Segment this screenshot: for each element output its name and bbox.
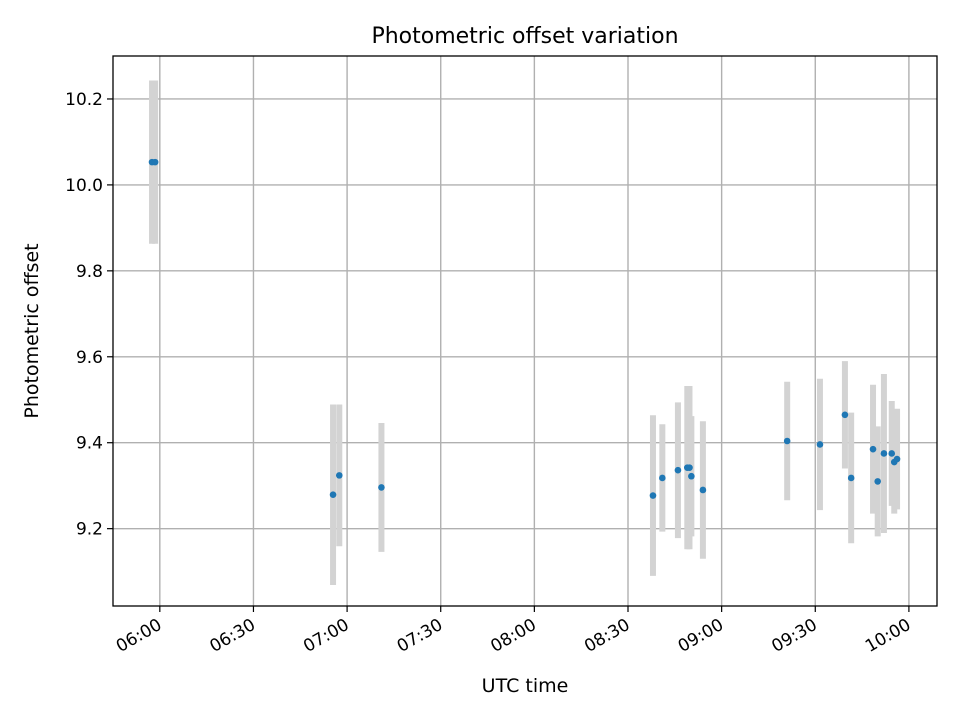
- y-tick-label: 10.0: [65, 176, 103, 196]
- data-point: [816, 441, 824, 448]
- data-point: [378, 484, 385, 491]
- data-point: [686, 464, 693, 471]
- data-point: [874, 478, 881, 485]
- data-point: [329, 491, 337, 499]
- x-tick-label: 07:00: [300, 615, 352, 657]
- data-point: [688, 472, 695, 480]
- chart-title: Photometric offset variation: [371, 24, 678, 49]
- x-axis-label: UTC time: [482, 675, 569, 697]
- data-point: [649, 492, 657, 499]
- data-point: [335, 472, 343, 479]
- data-point: [783, 437, 791, 445]
- x-tick-label: 10:00: [862, 615, 914, 657]
- x-tick-label: 06:00: [113, 615, 165, 657]
- data-point: [674, 466, 682, 474]
- grid-layer: [113, 56, 937, 606]
- y-tick-label: 9.8: [76, 262, 103, 282]
- data-point: [893, 455, 901, 463]
- y-tick-label: 9.6: [76, 348, 103, 368]
- data-point: [841, 411, 849, 419]
- plot-frame: [112, 55, 938, 607]
- data-point: [699, 486, 707, 494]
- data-point: [869, 445, 877, 453]
- y-tick-label: 9.4: [76, 434, 103, 454]
- y-tick-label: 9.2: [76, 520, 103, 540]
- data-point: [888, 450, 896, 457]
- x-tick-label: 06:30: [207, 615, 259, 657]
- x-tick-label: 08:00: [487, 615, 539, 657]
- data-point: [847, 474, 855, 482]
- y-tick-label: 10.2: [65, 90, 103, 110]
- x-tick-label: 09:30: [768, 615, 820, 657]
- x-tick-label: 08:30: [581, 615, 633, 657]
- data-point: [659, 474, 666, 482]
- data-point: [151, 158, 159, 166]
- point-layer: [148, 158, 901, 499]
- y-axis-label: Photometric offset: [21, 243, 43, 418]
- data-point: [880, 450, 888, 457]
- errorbar-layer: [149, 80, 901, 585]
- x-tick-label: 07:30: [394, 615, 446, 657]
- x-tick-label: 09:00: [675, 615, 727, 657]
- tick-layer: 06:00 06:30 07:00 07:30 08:00 08:30 09:00 09:30…: [65, 90, 914, 657]
